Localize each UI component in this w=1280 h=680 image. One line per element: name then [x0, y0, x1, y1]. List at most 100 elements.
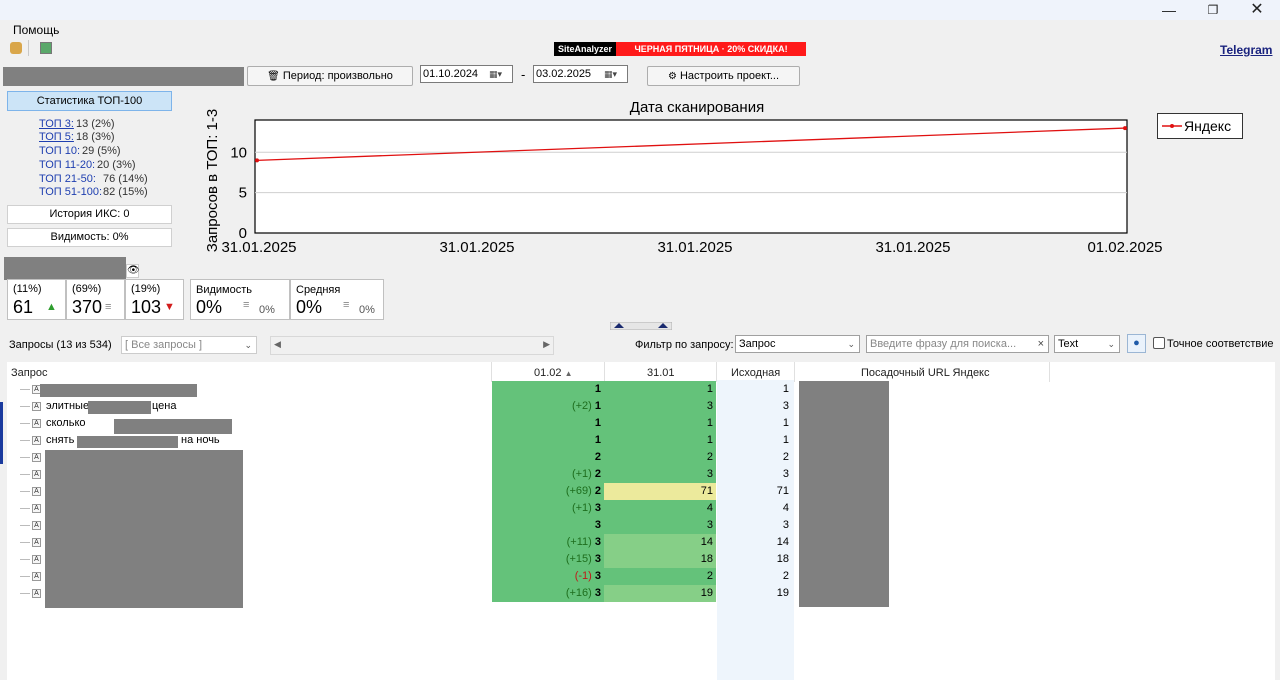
position-cell-previous: 3 [604, 517, 716, 534]
header-date2[interactable]: 31.01 [647, 367, 675, 379]
eye-icon[interactable]: 👁 [126, 264, 140, 278]
minimize-button[interactable]: — [1162, 2, 1176, 18]
top-stat-value: 20 (3%) [97, 159, 136, 171]
top100-stats-button[interactable]: Статистика ТОП-100 [7, 91, 172, 111]
query-text-suffix: на ночь [181, 434, 220, 446]
clear-icon[interactable]: × [1037, 338, 1044, 350]
position-value: 1 [594, 383, 601, 395]
queries-group-select[interactable]: [ Все запросы ] ⌄ [121, 336, 257, 354]
configure-project-button[interactable]: ⚙ Настроить проект... [647, 66, 800, 86]
table-row[interactable]: A [32, 500, 46, 517]
x-tick-label: 31.01.2025 [439, 239, 514, 256]
position-cell-current: 1 [492, 381, 604, 398]
period-button[interactable]: 🗑 Период: произвольно [247, 66, 413, 86]
search-input[interactable]: Введите фразу для поиска... × [866, 335, 1049, 353]
query-type-icon: A [32, 401, 41, 411]
top-stat-label[interactable]: ТОП 5: [39, 131, 74, 143]
header-date1[interactable]: 01.02 ▲ [534, 364, 573, 382]
arrow-down-icon: ▼ [164, 301, 175, 313]
header-query[interactable]: Запрос [11, 367, 48, 379]
date-from-value: 01.10.2024 [423, 68, 479, 80]
tree-connector [20, 474, 30, 475]
promo-banner[interactable]: SiteAnalyzer ЧЕРНАЯ ПЯТНИЦА · 20% СКИДКА… [554, 42, 806, 56]
position-delta: (-1) [574, 570, 592, 582]
filter-label: Фильтр по запросу: [635, 339, 734, 351]
promo-brand: SiteAnalyzer [554, 42, 617, 56]
metric-pct: (11%) [13, 283, 42, 295]
equal-icon: ≡ [105, 301, 112, 313]
scroll-right-icon[interactable]: ▶ [543, 339, 550, 349]
settings-icon: ⚙ [667, 71, 677, 82]
position-cell-current: 1 [492, 415, 604, 432]
chart-legend: Яндекс [1157, 113, 1243, 139]
table-row[interactable]: A [32, 585, 46, 602]
tree-connector [20, 593, 30, 594]
query-text: снять [46, 434, 75, 446]
search-mode-value: Text [1058, 338, 1079, 350]
position-value: 1 [594, 434, 601, 446]
top-stat-label: ТОП 11-20: [39, 159, 96, 171]
search-mode-select[interactable]: Text ⌄ [1054, 335, 1120, 353]
chevron-down-icon: ⌄ [1107, 339, 1115, 349]
top-stat-value: 29 (5%) [82, 145, 121, 157]
header-landing-url[interactable]: Посадочный URL Яндекс [861, 367, 990, 379]
telegram-link[interactable]: Telegram [1220, 43, 1273, 57]
header-original[interactable]: Исходная [731, 367, 781, 379]
top-stat-row: ТОП 10: 29 (5%) [39, 145, 121, 157]
visibility-button[interactable]: Видимость: 0% [7, 228, 172, 247]
tree-connector [20, 525, 30, 526]
position-cell-current: 3 [492, 517, 604, 534]
query-type-icon: A [32, 503, 41, 513]
position-cell-current: (+1) 2 [492, 466, 604, 483]
horizontal-scrollbar[interactable]: ◀ ▶ [270, 336, 554, 355]
restore-button[interactable]: ❐ [1207, 3, 1219, 17]
original-column-bg [717, 380, 794, 680]
date-to-picker[interactable]: 03.02.2025 ▦▾ [533, 65, 628, 83]
tree-connector [20, 423, 30, 424]
close-button[interactable]: ✕ [1250, 1, 1264, 18]
redacted-project-name [3, 67, 244, 86]
panel-splitter[interactable] [610, 322, 672, 330]
table-row[interactable]: A [32, 483, 46, 500]
search-icon[interactable]: ● [1127, 334, 1146, 353]
calendar-dropdown-icon[interactable]: ▦▾ [489, 69, 503, 79]
query-type-icon: A [32, 520, 41, 530]
filter-field-select[interactable]: Запрос ⌄ [735, 335, 860, 353]
toolbar-separator [28, 40, 29, 56]
top-stat-value: 13 (2%) [76, 118, 115, 130]
top-stat-label[interactable]: ТОП 3: [39, 118, 74, 130]
table-row[interactable]: A [32, 466, 46, 483]
metric-value: 61 [13, 297, 34, 317]
export-icon[interactable] [40, 42, 52, 54]
scroll-left-icon[interactable]: ◀ [274, 339, 281, 349]
date-from-picker[interactable]: 01.10.2024 ▦▾ [420, 65, 513, 83]
top-stat-value: 76 (14%) [103, 173, 148, 185]
table-row[interactable]: A [32, 568, 46, 585]
position-cell-current: (+15) 3 [492, 551, 604, 568]
redacted-query [114, 419, 232, 434]
x-tick-label: 31.01.2025 [875, 239, 950, 256]
iks-history-button[interactable]: История ИКС: 0 [7, 205, 172, 224]
position-value: 2 [594, 485, 601, 497]
project-icon[interactable] [10, 42, 22, 54]
menu-help[interactable]: Помощь [13, 23, 60, 37]
data-point [255, 158, 259, 163]
position-chart: 0 5 10 31.01.2025 31.01.2025 31.01.2025 31.01.… [204, 99, 1163, 256]
position-cell-current: (+11) 3 [492, 534, 604, 551]
table-row[interactable]: A [32, 534, 46, 551]
position-cell-previous: 1 [604, 432, 716, 449]
x-tick-label: 31.01.2025 [657, 239, 732, 256]
redacted-url-block [799, 381, 889, 607]
data-point [1123, 126, 1127, 131]
table-row[interactable]: A [32, 517, 46, 534]
table-row[interactable]: A [32, 449, 46, 466]
exact-match-checkbox[interactable] [1153, 337, 1165, 349]
table-row[interactable]: A [32, 551, 46, 568]
position-value: 1 [594, 417, 601, 429]
legend-label-yandex: Яндекс [1184, 118, 1232, 134]
position-cell-previous: 19 [604, 585, 716, 602]
calendar-dropdown-icon[interactable]: ▦▾ [604, 69, 618, 79]
